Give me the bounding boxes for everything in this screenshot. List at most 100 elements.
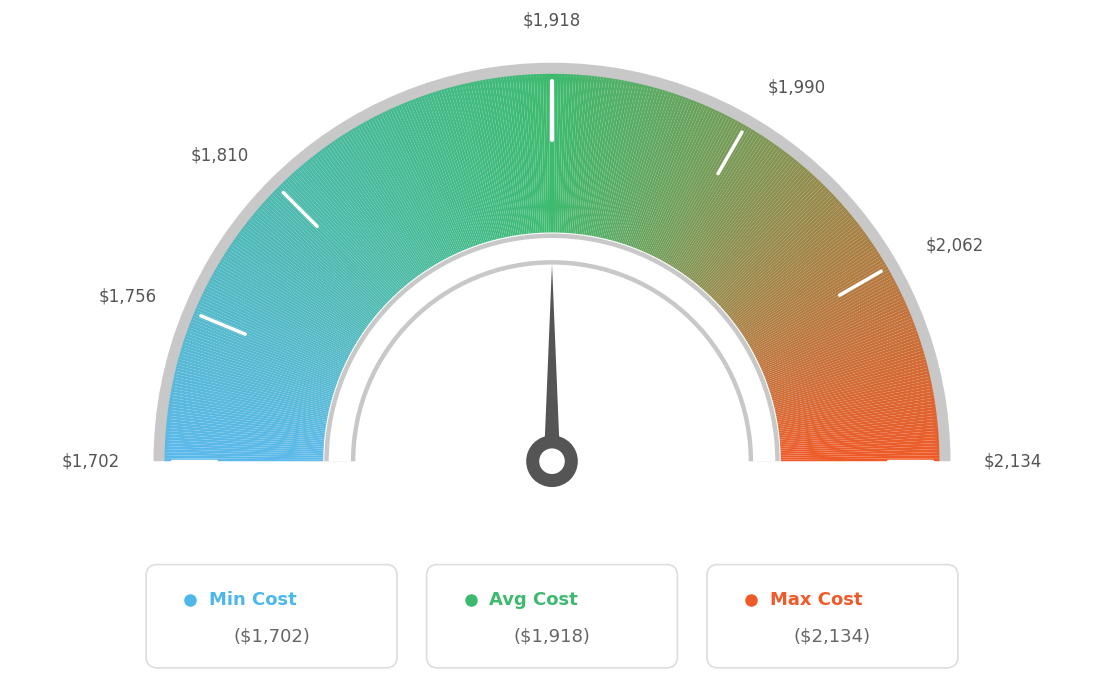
Wedge shape [223, 254, 359, 340]
Wedge shape [753, 277, 894, 354]
Wedge shape [167, 415, 325, 436]
Wedge shape [623, 92, 675, 244]
Wedge shape [189, 324, 338, 382]
Wedge shape [746, 256, 882, 342]
Wedge shape [778, 404, 935, 429]
Wedge shape [390, 108, 458, 253]
Wedge shape [242, 226, 370, 324]
Wedge shape [758, 293, 903, 364]
Wedge shape [319, 150, 416, 278]
Wedge shape [310, 157, 411, 283]
Wedge shape [393, 107, 459, 253]
Wedge shape [728, 212, 850, 315]
Wedge shape [779, 415, 937, 436]
Wedge shape [583, 77, 606, 235]
Wedge shape [209, 280, 350, 356]
FancyBboxPatch shape [146, 564, 397, 668]
Wedge shape [456, 86, 497, 239]
Wedge shape [718, 194, 835, 304]
Wedge shape [180, 351, 332, 397]
Wedge shape [167, 413, 325, 434]
Wedge shape [247, 219, 373, 319]
Wedge shape [721, 201, 840, 308]
Wedge shape [276, 187, 390, 301]
Wedge shape [590, 79, 618, 236]
Wedge shape [373, 116, 448, 258]
Wedge shape [187, 330, 337, 386]
Wedge shape [167, 422, 325, 440]
Wedge shape [773, 359, 926, 402]
Wedge shape [733, 224, 860, 322]
Wedge shape [235, 236, 365, 330]
Wedge shape [684, 146, 779, 276]
Wedge shape [533, 74, 543, 233]
Wedge shape [169, 401, 326, 427]
Wedge shape [185, 333, 336, 387]
Wedge shape [633, 99, 692, 248]
Wedge shape [693, 157, 794, 283]
Wedge shape [376, 115, 449, 257]
Wedge shape [435, 91, 485, 243]
Wedge shape [619, 91, 669, 243]
Wedge shape [222, 256, 358, 342]
Wedge shape [327, 144, 421, 275]
Wedge shape [625, 94, 678, 245]
Wedge shape [179, 356, 332, 401]
Wedge shape [777, 397, 935, 426]
Wedge shape [300, 165, 405, 287]
Wedge shape [549, 74, 552, 233]
Wedge shape [697, 161, 799, 285]
Wedge shape [421, 96, 476, 246]
Wedge shape [193, 313, 341, 375]
Wedge shape [181, 347, 333, 395]
Wedge shape [662, 121, 741, 262]
Wedge shape [164, 458, 323, 461]
Wedge shape [184, 336, 336, 389]
Text: Max Cost: Max Cost [769, 591, 862, 609]
Wedge shape [744, 251, 879, 339]
Wedge shape [205, 286, 348, 359]
Wedge shape [540, 74, 546, 233]
Wedge shape [578, 77, 601, 235]
Wedge shape [305, 161, 407, 285]
Wedge shape [561, 74, 571, 233]
Wedge shape [241, 228, 369, 325]
Wedge shape [570, 75, 585, 233]
Wedge shape [781, 431, 938, 445]
Wedge shape [741, 244, 874, 334]
Wedge shape [415, 98, 473, 247]
Wedge shape [371, 117, 446, 259]
Wedge shape [554, 74, 559, 233]
Wedge shape [658, 117, 733, 259]
Wedge shape [477, 81, 509, 237]
Wedge shape [307, 159, 408, 284]
Wedge shape [740, 241, 872, 333]
Wedge shape [596, 81, 630, 237]
Wedge shape [593, 80, 625, 237]
Wedge shape [774, 371, 930, 410]
Wedge shape [174, 374, 329, 411]
Wedge shape [285, 179, 395, 296]
Wedge shape [433, 92, 484, 244]
Wedge shape [458, 84, 499, 239]
Wedge shape [537, 74, 544, 233]
Wedge shape [564, 75, 576, 233]
Wedge shape [726, 210, 849, 314]
Wedge shape [749, 262, 885, 345]
Wedge shape [745, 254, 881, 340]
Wedge shape [488, 79, 517, 235]
Wedge shape [503, 77, 526, 235]
Wedge shape [191, 319, 339, 379]
Wedge shape [211, 275, 351, 353]
Wedge shape [781, 449, 940, 456]
Wedge shape [563, 75, 573, 233]
Wedge shape [291, 172, 400, 292]
Wedge shape [613, 88, 657, 241]
Wedge shape [575, 76, 595, 234]
Wedge shape [779, 422, 937, 440]
Wedge shape [424, 95, 478, 246]
Wedge shape [772, 356, 925, 401]
Wedge shape [774, 368, 928, 408]
Wedge shape [474, 81, 508, 237]
Wedge shape [418, 97, 475, 246]
